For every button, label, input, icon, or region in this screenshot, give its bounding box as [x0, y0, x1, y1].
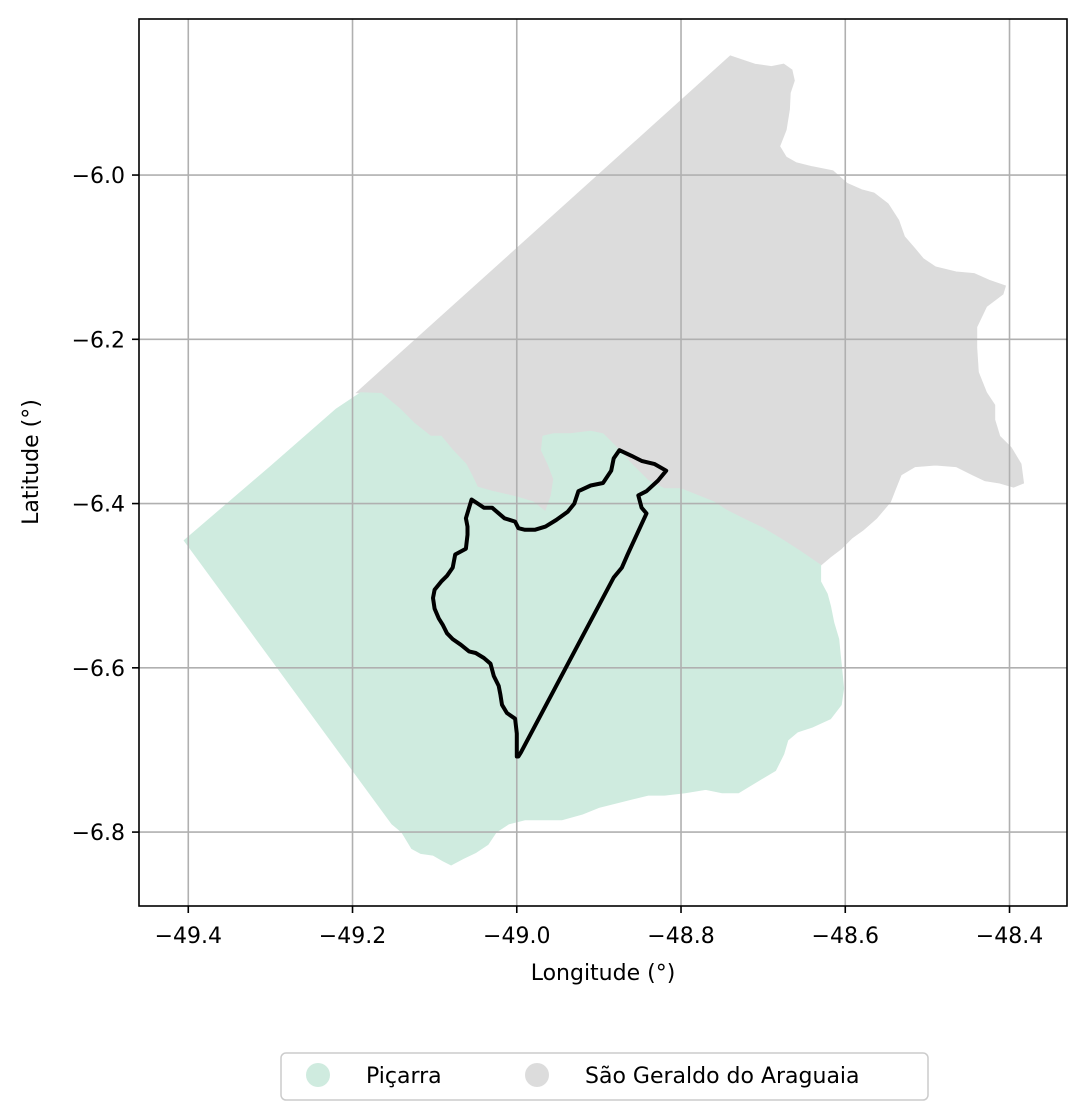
y-tick-label: −6.6 — [72, 657, 125, 682]
y-axis-label: Latitude (°) — [19, 399, 44, 525]
legend: Piçarra São Geraldo do Araguaia — [280, 1052, 929, 1101]
x-tick-label: −48.4 — [976, 924, 1043, 949]
legend-box — [280, 1052, 929, 1101]
legend-label-sao-geraldo: São Geraldo do Araguaia — [585, 1064, 860, 1089]
x-tick-label: −49.2 — [319, 924, 386, 949]
x-axis-label: Longitude (°) — [531, 961, 676, 986]
y-tick-label: −6.4 — [72, 493, 125, 518]
legend-label-picarra: Piçarra — [366, 1064, 442, 1089]
region-picarra — [183, 392, 845, 866]
x-tick-label: −49.4 — [155, 924, 222, 949]
x-tick-label: −49.0 — [483, 924, 550, 949]
axes-frame — [138, 18, 1068, 907]
outline-layer — [431, 448, 669, 759]
y-tick-label: −6.0 — [72, 164, 125, 189]
grid-lines — [139, 19, 1067, 906]
y-tick-label: −6.8 — [72, 821, 125, 846]
y-tick-label: −6.2 — [72, 328, 125, 353]
x-axis-ticks: −49.4 −49.2 −49.0 −48.8 −48.6 −48.4 — [155, 906, 1043, 949]
legend-marker-sao-geraldo — [525, 1063, 549, 1087]
highlight-outline — [431, 448, 669, 759]
x-tick-label: −48.8 — [647, 924, 714, 949]
map-regions — [183, 55, 1025, 866]
y-axis-ticks: −6.0 −6.2 −6.4 −6.6 −6.8 — [72, 164, 139, 846]
x-tick-label: −48.6 — [812, 924, 879, 949]
legend-marker-picarra — [306, 1063, 330, 1087]
